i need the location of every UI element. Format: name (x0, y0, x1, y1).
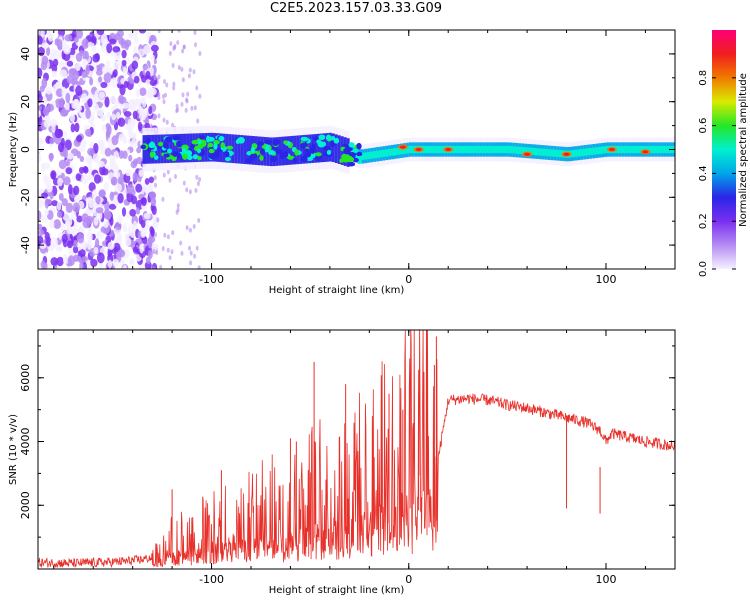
spectrogram-xtick-label: 100 (595, 273, 616, 286)
snr-axes: -100 0 100 2000 4000 6000 Height of straight l… (8, 329, 676, 596)
colorbar-gradient (712, 30, 736, 269)
spectrogram-ylabel: Frequency (Hz) (8, 112, 19, 188)
colorbar-tick-label: 0.4 (698, 165, 709, 181)
heatmap-band (140, 125, 675, 175)
snr-ytick-label: 2000 (19, 491, 32, 519)
spectrogram-ytick-label: -40 (19, 236, 32, 254)
heatmap-noise (38, 30, 204, 269)
snr-ytick-label: 4000 (19, 428, 32, 456)
snr-xlabel: Height of straight line (km) (269, 585, 405, 596)
spectrogram-xtick-label: -100 (199, 273, 224, 286)
snr-plot (38, 330, 675, 569)
snr-ylabel: SNR (10 * v/v) (8, 414, 19, 485)
colorbar: 0.0 0.2 0.4 0.6 0.8 Normalized spectral ampli… (698, 30, 749, 277)
spectrogram-heatmap (38, 30, 675, 269)
colorbar-label: Normalized spectral amplitude (738, 73, 749, 227)
snr-ytick-label: 6000 (19, 364, 32, 392)
colorbar-tick-label: 0.2 (698, 213, 709, 229)
spectrogram-ytick-label: 20 (19, 95, 32, 109)
snr-xtick-label: -100 (199, 573, 224, 586)
snr-xtick-label: 0 (405, 573, 412, 586)
spectrogram-ytick-label: 40 (19, 47, 32, 61)
spectrogram-ytick-label: 0 (19, 146, 32, 153)
spectrogram-xlabel: Height of straight line (km) (269, 285, 405, 296)
spectrogram-ytick-label: -20 (19, 188, 32, 206)
spectrogram-axes: -100 0 100 -40 -20 0 20 40 Height of straight li… (8, 29, 676, 296)
spectrogram-xtick-label: 0 (405, 273, 412, 286)
colorbar-tick-label: 0.6 (698, 118, 709, 134)
snr-series-line (38, 330, 675, 569)
colorbar-tick-label: 0.0 (698, 261, 709, 277)
page-title: C2E5.2023.157.03.33.G09 (269, 1, 443, 16)
snr-xtick-label: 100 (595, 573, 616, 586)
colorbar-tick-label: 0.8 (698, 70, 709, 86)
